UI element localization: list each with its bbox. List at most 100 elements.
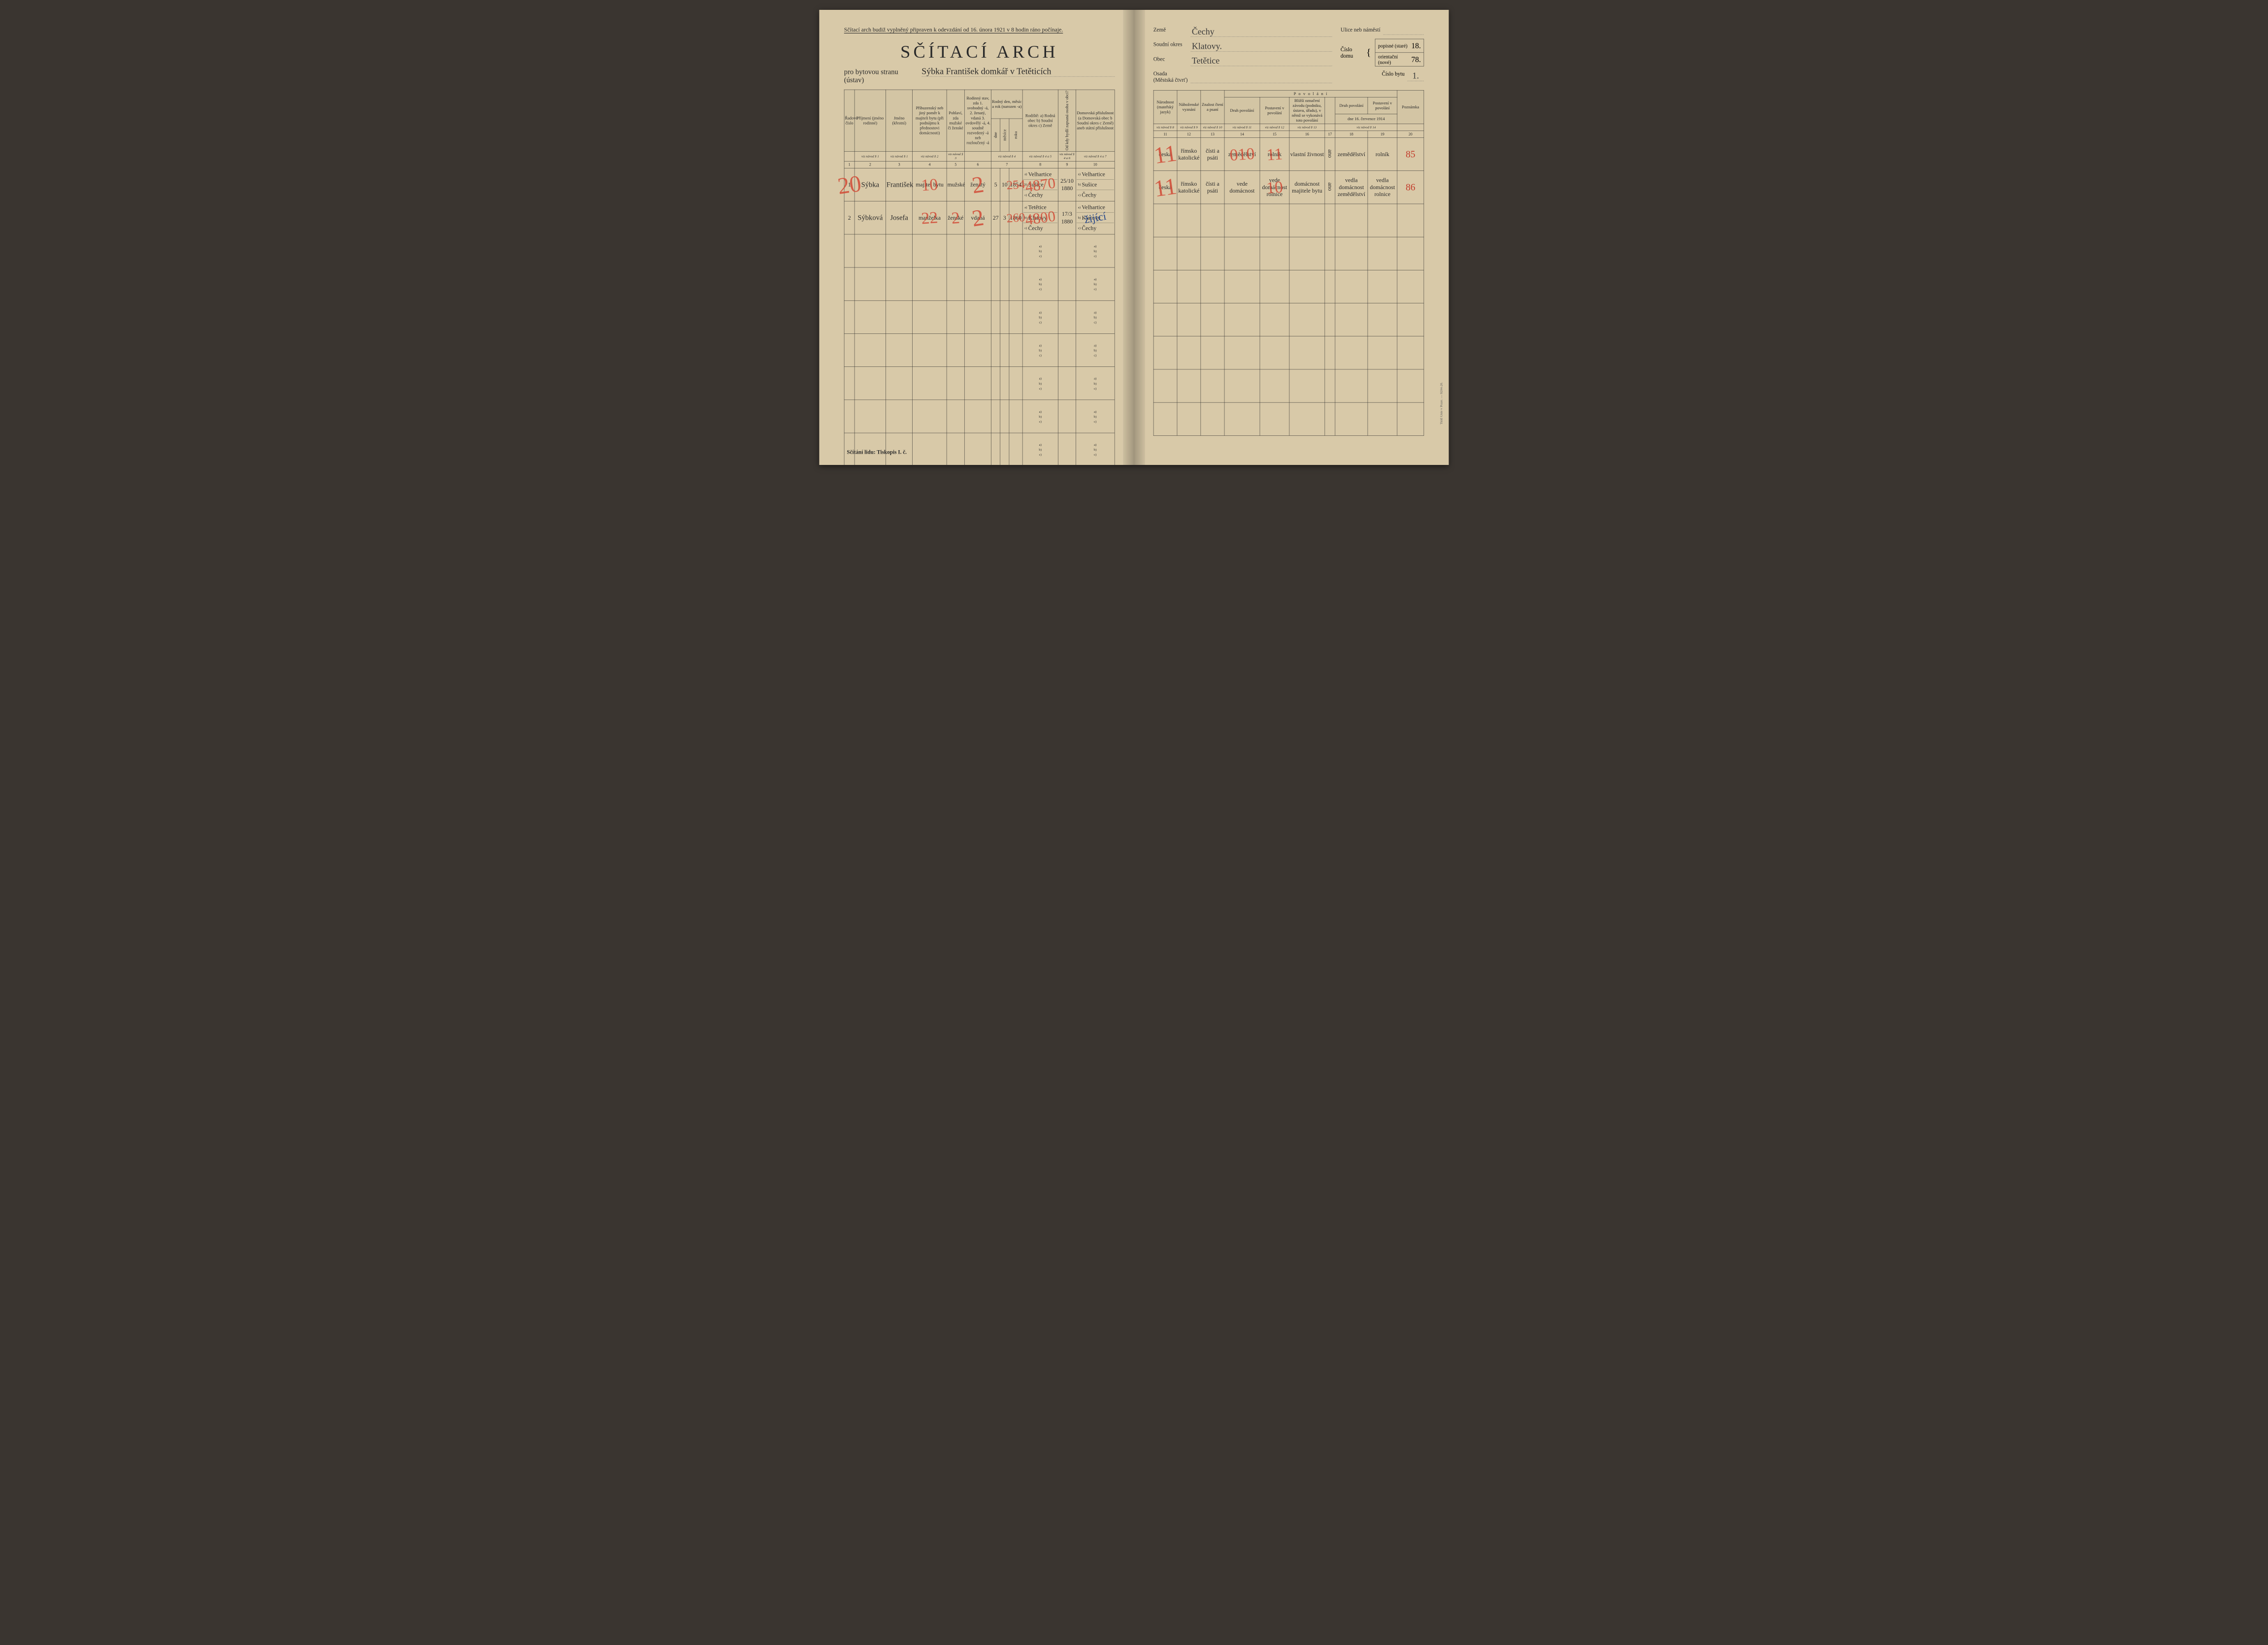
religion: římsko katolické [1177,171,1201,204]
note: 85 [1397,138,1424,171]
cn: 17 [1325,131,1335,138]
nav-13: viz návod § 10 [1201,124,1224,131]
domicile: a)Velhartice b)Sušice c)Čechy [1076,168,1115,201]
surname: Sýbková [855,201,886,234]
col-3-h: Jméno (křestní) [886,90,913,151]
sex: 2 ženské [947,201,964,234]
given: František [886,168,913,201]
literacy: čísti a psáti [1201,171,1224,204]
religion: římsko katolické [1177,138,1201,171]
household-name: Sýbka František domkář v Tetěticích [921,66,1115,76]
value-osada [1190,70,1332,83]
cn: 14 [1224,131,1260,138]
nav-5: viz návod § 3 [947,151,964,161]
col-12-h: Náboženské vyznání [1177,90,1201,124]
note: 86 [1397,171,1424,204]
cn: 20 [1397,131,1424,138]
cn: 5 [947,161,964,168]
empty-row: a)b)c)a)b)c) [844,234,1115,267]
c17: ano [1325,171,1335,204]
label-obec: Obec [1153,56,1188,66]
left-thead: Řadové číslo Příjmení (jméno rodinné) Jm… [844,90,1115,168]
cn: 3 [886,161,913,168]
month: 10 [1000,168,1009,201]
nav-8: viz návod § 4 a 5 [1022,151,1058,161]
spine-shadow [1134,10,1145,465]
empty-row: a)b)c)a)b)c) [844,267,1115,300]
cn: 13 [1201,131,1224,138]
col-6-h: Rodinný stav, zda 1. svobodný -á, 2. žen… [964,90,991,151]
spine-shadow [1123,10,1134,465]
label-soud: Soudní okres [1153,41,1188,51]
nav-11: viz návod § 8 [1153,124,1177,131]
value-zeme: Čechy [1190,27,1332,37]
col-19-h: Postavení v povolání [1368,97,1397,114]
relation: 22 manželka [913,201,947,234]
label-osada: Osada (Městská čtvrť) [1153,70,1188,83]
nav-14: viz návod § 11 [1224,124,1260,131]
empty-row: a)b)c)a)b)c) [844,333,1115,366]
cn: 1 [844,161,855,168]
nationality: 11 česká [1153,171,1177,204]
row-num: 2 [844,201,855,234]
occupation: vede domácnost [1224,171,1260,204]
right-thead: Národnost (mateřský jazyk) Náboženské vy… [1153,90,1424,137]
nav-15: viz návod § 12 [1260,124,1289,131]
person-row: 2 Sýbková Josefa 22 manželka 2 ženské 2 … [844,201,1115,234]
sec-1914: dne 16. července 1914 [1335,114,1397,124]
col-1-h: Řadové číslo [844,90,855,151]
nav-2: viz návod § 1 [855,151,886,161]
cn: 2 [855,161,886,168]
row-num: 20 1 [844,168,855,201]
right-data: 11 česká římsko katolické čísti a psáti … [1153,138,1424,204]
birthplace: 4800 a)Tetětice b)Klatovy c)Čechy [1022,201,1058,234]
form-title: SČÍTACÍ ARCH [844,41,1115,62]
year: 260 1860 [1009,201,1022,234]
establishment: domácnost majitele bytu [1289,171,1325,204]
pos-1914: vedla domácnost rolnice [1368,171,1397,204]
value-soud: Klatovy. [1190,41,1332,51]
nav-17 [1325,124,1335,131]
since: 25/10 1880 [1058,168,1076,201]
value-obec: Tetětice [1190,56,1332,66]
label-cislo-domu: Číslo domu [1341,46,1362,59]
nav-10: viz návod § 4 a 7 [1076,151,1115,161]
col-15-h: Postavení v povolání [1260,97,1289,124]
col-20-h: Poznámka [1397,90,1424,124]
since: 17/3 1880 [1058,201,1076,234]
empty-row: a)b)c)a)b)c) [844,367,1115,400]
cn: 19 [1368,131,1397,138]
col-9-h: Od kdy bydlí zapsaná osoba v obci? [1058,90,1076,151]
empty-row: a)b)c)a)b)c) [844,400,1115,433]
col-7-h: Rodný den, měsíc a rok (narozen -a) [991,90,1022,119]
empty-row: a)b)c)a)b)c) [844,300,1115,333]
surname: Sýbka [855,168,886,201]
right-empty [1153,204,1424,435]
left-empty: a)b)c)a)b)c) a)b)c)a)b)c) a)b)c)a)b)c) a… [844,234,1115,466]
nationality: 11 česká [1153,138,1177,171]
pos-1914: rolník [1368,138,1397,171]
cn: 8 [1022,161,1058,168]
value-orient: 78. [1411,55,1421,64]
col-2-h: Příjmení (jméno rodinné) [855,90,886,151]
day: 5 [991,168,1000,201]
house-number-box: popisné (staré)18. orientační (nové)78. [1375,39,1424,66]
subtitle-prefix: pro bytovou stranu (ústav) [844,68,919,84]
nav-16: viz návod § 13 [1289,124,1325,131]
cn: 11 [1153,131,1177,138]
occ-1914: zemědělství [1335,138,1368,171]
col-18-h: Druh povolání [1335,97,1368,114]
cn: 10 [1076,161,1115,168]
left-table: Řadové číslo Příjmení (jméno rodinné) Jm… [844,90,1115,466]
left-page: Sčítací arch budiž vyplněný připraven k … [819,10,1134,465]
birthplace: 4870 a)Velhartice b)Sušice c)Čechy [1022,168,1058,201]
label-zeme: Země [1153,27,1188,37]
value-popisne: 18. [1411,41,1421,50]
marital: 2 vdaná [964,201,991,234]
empty-row [1153,336,1424,369]
cn: 4 [913,161,947,168]
right-page: Země Čechy Soudní okres Klatovy. Obec Te… [1134,10,1449,465]
year: 254 1854 [1009,168,1022,201]
person-row: 11 česká římsko katolické čísti a psáti … [1153,138,1424,171]
col-13-h: Znalost čtení a psaní [1201,90,1224,124]
